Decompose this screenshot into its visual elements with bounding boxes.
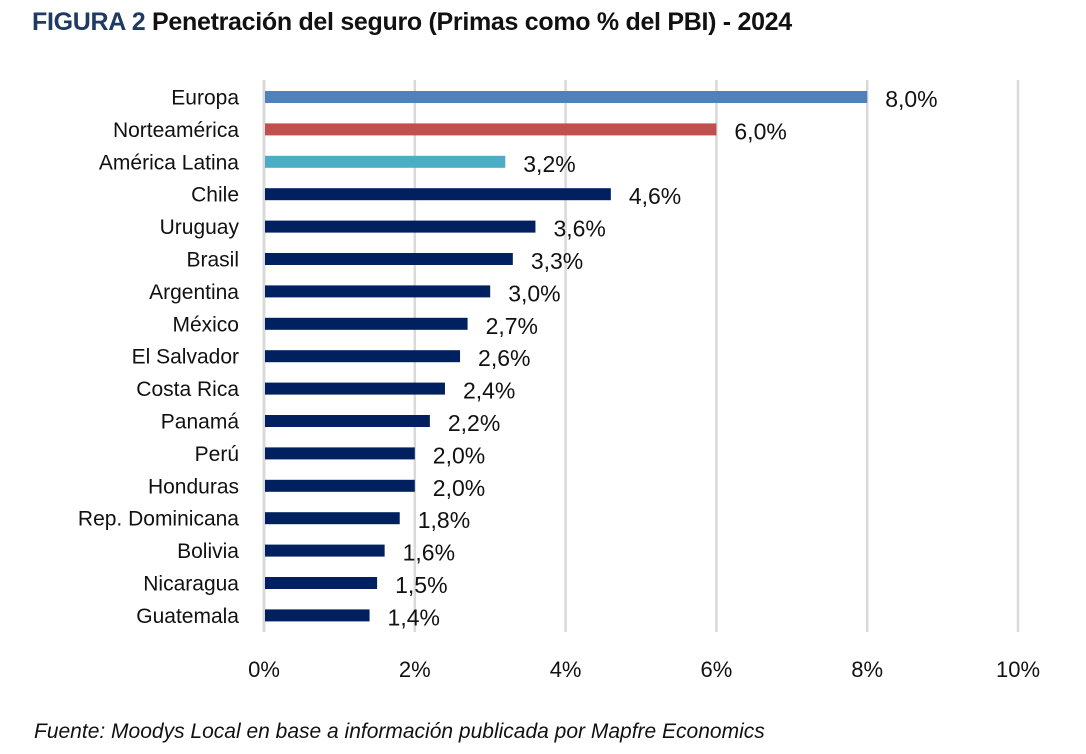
category-label: Norteamérica	[113, 119, 239, 142]
category-labels: Europa Norteamérica América Latina Chile Uru…	[78, 87, 240, 628]
bar	[265, 544, 385, 557]
category-label: Costa Rica	[136, 378, 239, 401]
bar	[265, 253, 513, 265]
x-tick-label: 0%	[248, 657, 280, 682]
category-label: El Salvador	[132, 346, 239, 369]
category-label: Uruguay	[160, 216, 240, 239]
bar	[265, 447, 415, 460]
value-label: 2,2%	[448, 410, 500, 436]
x-axis-tick-labels: 0% 2% 4% 6% 8% 10%	[248, 657, 1040, 682]
value-label: 2,0%	[433, 442, 485, 468]
figure-label: FIGURA 2	[32, 8, 146, 36]
x-tick-label: 6%	[701, 657, 733, 682]
value-label: 2,7%	[486, 313, 538, 339]
bar	[265, 317, 468, 330]
value-labels: 8,0% 6,0% 3,2% 4,6% 3,6% 3,3% 3,0% 2,7% 2,6% 2,4%…	[388, 86, 938, 630]
category-label: Honduras	[148, 475, 239, 498]
bars	[265, 91, 868, 622]
category-label: Bolivia	[177, 540, 239, 563]
value-label: 3,3%	[531, 248, 583, 274]
category-label: Rep. Dominicana	[78, 508, 239, 531]
category-label: Guatemala	[136, 605, 239, 628]
value-label: 3,2%	[523, 151, 575, 177]
value-label: 1,8%	[418, 507, 470, 533]
bar	[265, 123, 717, 136]
category-label: Chile	[191, 184, 239, 207]
value-label: 1,6%	[403, 540, 455, 566]
bar	[265, 479, 415, 492]
value-label: 2,6%	[478, 345, 530, 371]
source-note: Fuente: Moodys Local en base a informaci…	[34, 720, 765, 743]
category-label: Nicaragua	[143, 573, 239, 596]
x-tick-label: 8%	[851, 657, 883, 682]
bar	[265, 350, 461, 363]
bar	[265, 285, 491, 298]
value-label: 2,0%	[433, 475, 485, 501]
gridlines	[262, 80, 1020, 632]
bar	[265, 188, 611, 201]
category-label: México	[172, 313, 239, 336]
bar	[265, 382, 445, 395]
category-label: Panamá	[161, 411, 240, 434]
category-label: Perú	[195, 443, 239, 466]
bar	[265, 155, 506, 168]
bar	[265, 220, 536, 233]
category-label: Europa	[171, 87, 239, 110]
bar	[265, 91, 868, 103]
x-tick-label: 2%	[399, 657, 431, 682]
category-label: América Latina	[99, 151, 239, 174]
value-label: 1,4%	[388, 604, 440, 630]
value-label: 6,0%	[734, 118, 786, 144]
bar	[265, 415, 430, 427]
bar	[265, 577, 378, 589]
category-label: Argentina	[149, 281, 239, 304]
value-label: 8,0%	[885, 86, 937, 112]
category-label: Brasil	[186, 249, 239, 272]
bar	[265, 512, 400, 525]
x-tick-label: 4%	[550, 657, 582, 682]
chart-title: FIGURA 2 Penetración del seguro (Primas …	[32, 8, 792, 37]
value-label: 2,4%	[463, 378, 515, 404]
x-tick-label: 10%	[996, 657, 1040, 682]
value-label: 3,6%	[553, 216, 605, 242]
bar	[265, 609, 370, 622]
figure-title: Penetración del seguro (Primas como % de…	[152, 8, 792, 36]
value-label: 3,0%	[508, 280, 560, 306]
value-label: 1,5%	[395, 572, 447, 598]
value-label: 4,6%	[629, 183, 681, 209]
